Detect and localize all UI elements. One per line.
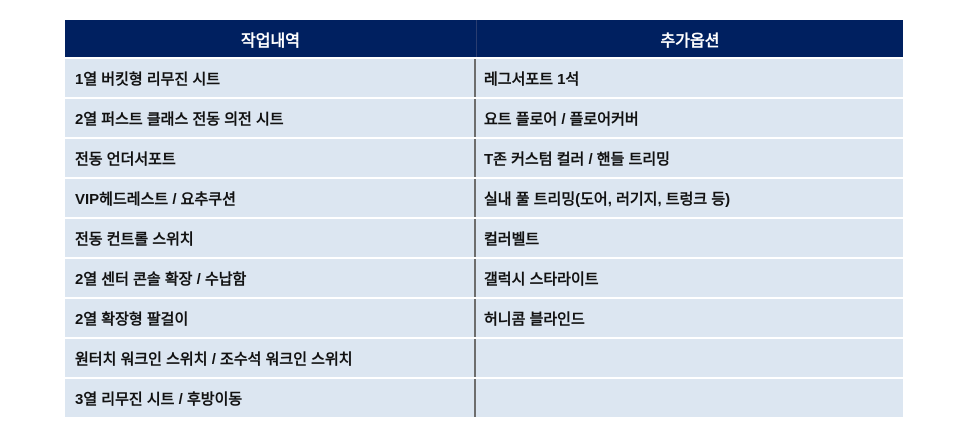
work-cell: 2열 확장형 팔걸이: [65, 299, 476, 337]
work-options-table: 작업내역 추가옵션 1열 버킷형 리무진 시트 레그서포트 1석 2열 퍼스트 클래…: [65, 20, 903, 419]
table-row: 전동 컨트롤 스위치 컬러벨트: [65, 219, 903, 259]
work-cell: 2열 퍼스트 클래스 전동 의전 시트: [65, 99, 476, 137]
table-row: 전동 언더서포트 T존 커스텀 컬러 / 핸들 트리밍: [65, 139, 903, 179]
work-cell: 1열 버킷형 리무진 시트: [65, 59, 476, 97]
table-header: 작업내역 추가옵션: [65, 20, 903, 59]
work-cell: 전동 언더서포트: [65, 139, 476, 177]
table-row: VIP헤드레스트 / 요추쿠션 실내 풀 트리밍(도어, 러기지, 트렁크 등): [65, 179, 903, 219]
option-cell: 레그서포트 1석: [484, 70, 580, 88]
table-row: 2열 확장형 팔걸이 허니콤 블라인드: [65, 299, 903, 339]
table-row: 2열 퍼스트 클래스 전동 의전 시트 요트 플로어 / 플로어커버: [65, 99, 903, 139]
work-cell: 3열 리무진 시트 / 후방이동: [65, 379, 476, 417]
option-cell: 컬러벨트: [484, 230, 540, 248]
table-row: 2열 센터 콘솔 확장 / 수납함 갤럭시 스타라이트: [65, 259, 903, 299]
option-cell: [476, 379, 903, 417]
table-row: 1열 버킷형 리무진 시트 레그서포트 1석: [65, 59, 903, 99]
table-row: 3열 리무진 시트 / 후방이동: [65, 379, 903, 419]
header-options: 추가옵션: [660, 32, 720, 50]
option-cell: 허니콤 블라인드: [484, 310, 585, 328]
work-cell: 2열 센터 콘솔 확장 / 수납함: [65, 259, 476, 297]
option-cell: 갤럭시 스타라이트: [484, 270, 599, 288]
work-cell: 전동 컨트롤 스위치: [65, 219, 476, 257]
option-cell: 실내 풀 트리밍(도어, 러기지, 트렁크 등): [484, 190, 731, 208]
header-work: 작업내역: [65, 20, 477, 57]
option-cell: 요트 플로어 / 플로어커버: [484, 110, 639, 128]
work-cell: 원터치 워크인 스위치 / 조수석 워크인 스위치: [65, 339, 476, 377]
work-cell: VIP헤드레스트 / 요추쿠션: [65, 179, 476, 217]
option-cell: T존 커스텀 컬러 / 핸들 트리밍: [484, 150, 670, 168]
table-row: 원터치 워크인 스위치 / 조수석 워크인 스위치: [65, 339, 903, 379]
option-cell: [476, 339, 903, 377]
